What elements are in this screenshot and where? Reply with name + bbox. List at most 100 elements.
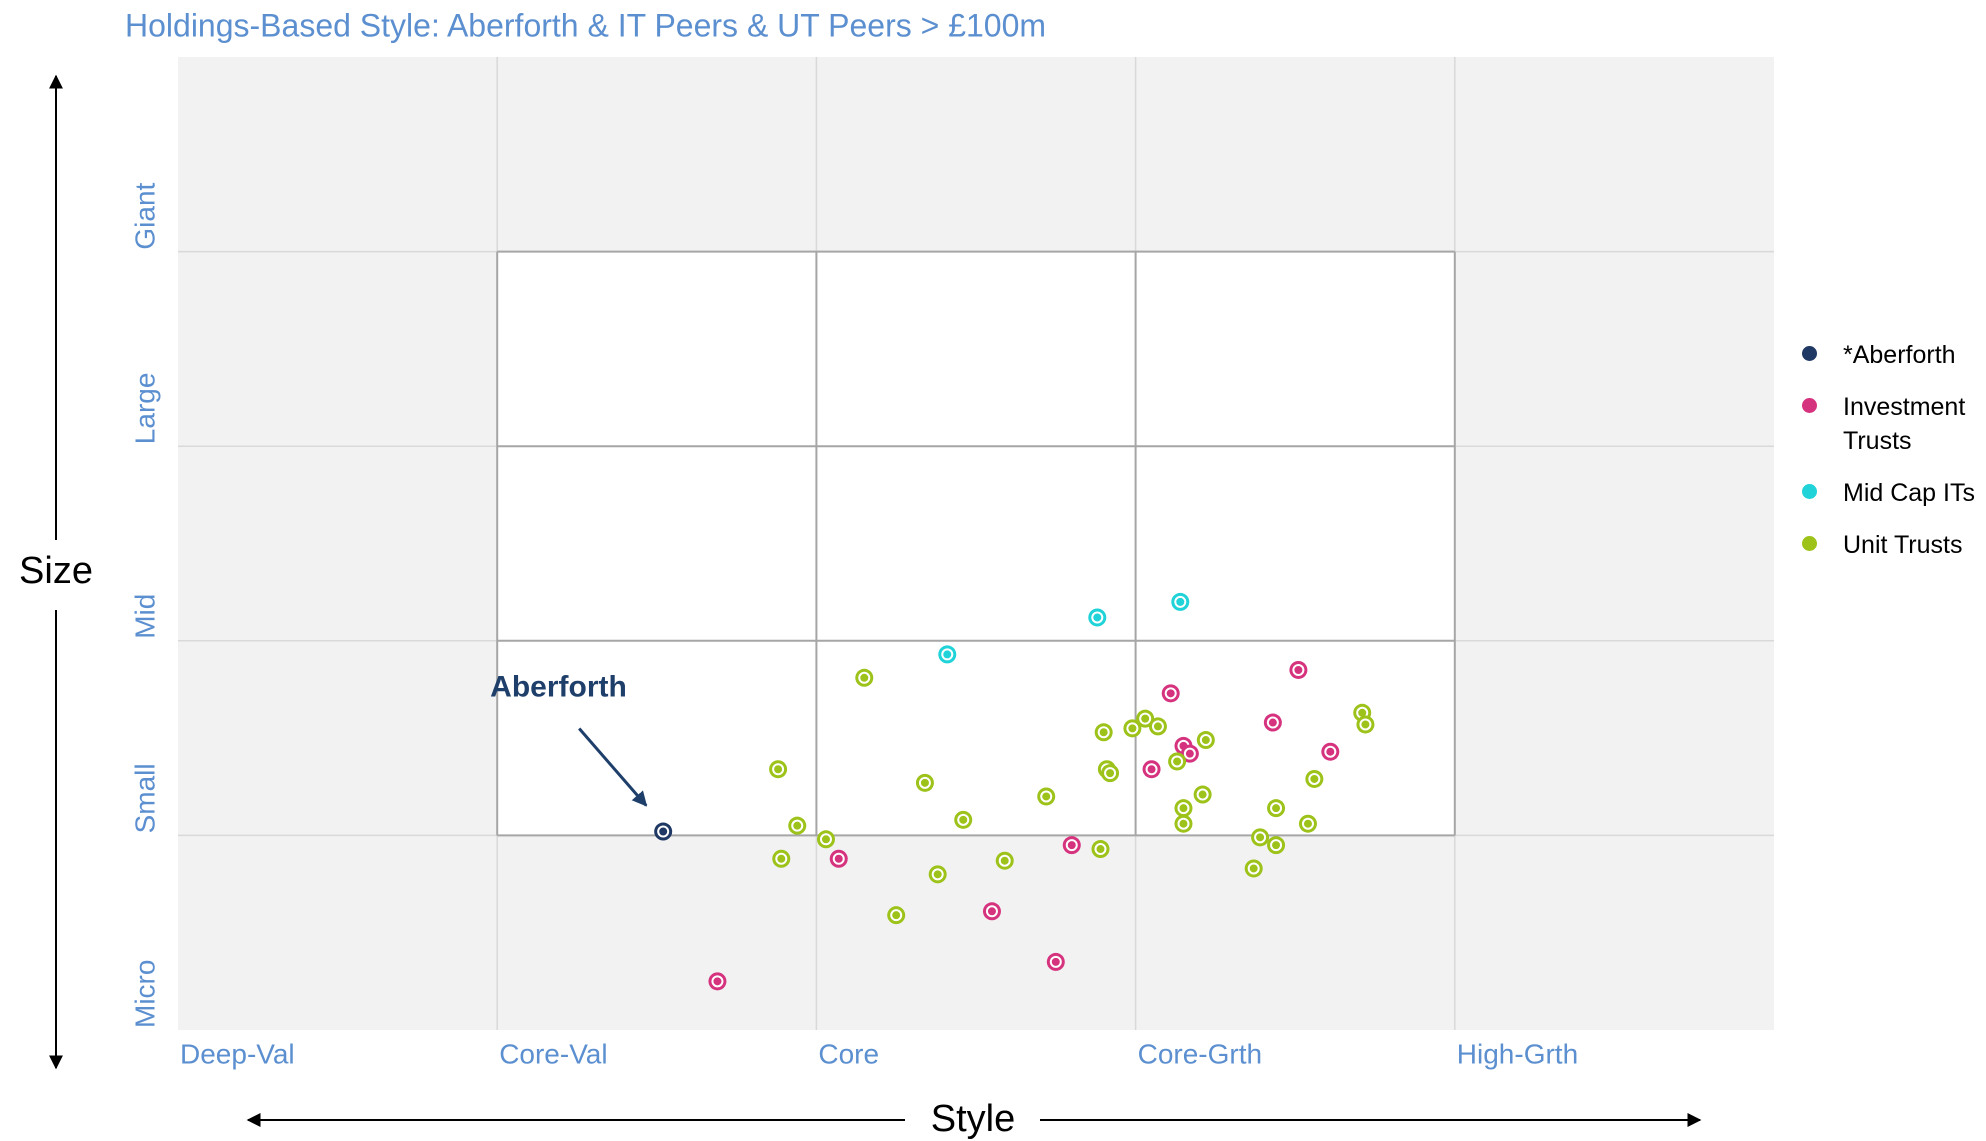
legend-swatch (1802, 346, 1817, 361)
point (708, 972, 727, 991)
legend-item: Investment Trusts (1790, 390, 1980, 458)
point-ring (1094, 843, 1107, 856)
point-ring (1359, 718, 1372, 731)
point-ring (657, 825, 670, 838)
style-box (497, 251, 1455, 836)
point-ring (941, 648, 954, 661)
point (1062, 836, 1081, 855)
y-tick-label: Large (129, 373, 160, 445)
point (1289, 660, 1308, 679)
point-ring (1040, 790, 1053, 803)
point-ring (998, 854, 1011, 867)
point-ring (1104, 767, 1117, 780)
point-ring (1324, 745, 1337, 758)
point-ring (1151, 720, 1164, 733)
point (1267, 836, 1286, 855)
point (1142, 760, 1161, 779)
annotation-arrow (578, 727, 648, 807)
point-ring (832, 852, 845, 865)
point (654, 822, 673, 841)
point-ring (1254, 831, 1267, 844)
point-ring (1126, 722, 1139, 735)
point (1123, 719, 1142, 738)
legend-swatch (1802, 398, 1817, 413)
point (772, 849, 791, 868)
point (995, 851, 1014, 870)
point-ring (1292, 663, 1305, 676)
point-ring (890, 909, 903, 922)
point (1171, 592, 1190, 611)
point (1088, 608, 1107, 627)
point-ring (1270, 802, 1283, 815)
x-axis-label: Style (931, 1098, 1015, 1140)
point-ring (858, 671, 871, 684)
point-ring (791, 819, 804, 832)
point (1321, 742, 1340, 761)
point-ring (1247, 862, 1260, 875)
point-ring (1049, 955, 1062, 968)
point-ring (1196, 788, 1209, 801)
point (1161, 684, 1180, 703)
legend-label: Investment Trusts (1843, 393, 1966, 455)
x-tick-label: Core (818, 1038, 879, 1069)
point (1244, 859, 1263, 878)
x-tick-label: High-Grth (1457, 1038, 1578, 1069)
point (1174, 814, 1193, 833)
point (855, 668, 874, 687)
point (1305, 769, 1324, 788)
point-ring (819, 833, 832, 846)
point (769, 760, 788, 779)
point (1168, 752, 1187, 771)
point (1091, 840, 1110, 859)
legend-item: Mid Cap ITs (1790, 476, 1980, 510)
point (1094, 723, 1113, 742)
point-ring (1301, 817, 1314, 830)
x-tick-label: Core-Grth (1138, 1038, 1262, 1069)
x-tick-label: Core-Val (499, 1038, 607, 1069)
legend-label: *Aberforth (1843, 341, 1956, 369)
point-ring (1065, 839, 1078, 852)
point-ring (1145, 763, 1158, 776)
point (1037, 787, 1056, 806)
point (887, 906, 906, 925)
legend-label: Unit Trusts (1843, 531, 1963, 559)
point-ring (775, 852, 788, 865)
annotation: Aberforth (490, 670, 627, 703)
legend-item: Unit Trusts (1790, 528, 1980, 562)
point (788, 816, 807, 835)
legend-swatch (1802, 484, 1817, 499)
point (1298, 814, 1317, 833)
chart-title: Holdings-Based Style: Aberforth & IT Pee… (125, 7, 1046, 43)
point (1174, 799, 1193, 818)
point-ring (1183, 747, 1196, 760)
point (816, 830, 835, 849)
y-tick-label: Giant (129, 182, 160, 249)
point-ring (772, 763, 785, 776)
point-ring (1139, 712, 1152, 725)
legend-label: Mid Cap ITs (1843, 479, 1975, 507)
point (1356, 715, 1375, 734)
point-ring (1164, 687, 1177, 700)
point-ring (1171, 755, 1184, 768)
point (1148, 717, 1167, 736)
point-ring (1270, 839, 1283, 852)
point-ring (1308, 772, 1321, 785)
point (915, 773, 934, 792)
point (938, 645, 957, 664)
point-ring (918, 776, 931, 789)
point-ring (1266, 716, 1279, 729)
point (1196, 731, 1215, 750)
point (1046, 952, 1065, 971)
point (982, 902, 1001, 921)
point (928, 865, 947, 884)
point-ring (1091, 611, 1104, 624)
legend: *Aberforth Investment Trusts Mid Cap ITs Un… (1790, 338, 1980, 580)
point-ring (1174, 595, 1187, 608)
point-ring (1177, 802, 1190, 815)
y-tick-label: Micro (129, 960, 160, 1028)
point (829, 849, 848, 868)
legend-swatch (1802, 536, 1817, 551)
point-ring (711, 975, 724, 988)
